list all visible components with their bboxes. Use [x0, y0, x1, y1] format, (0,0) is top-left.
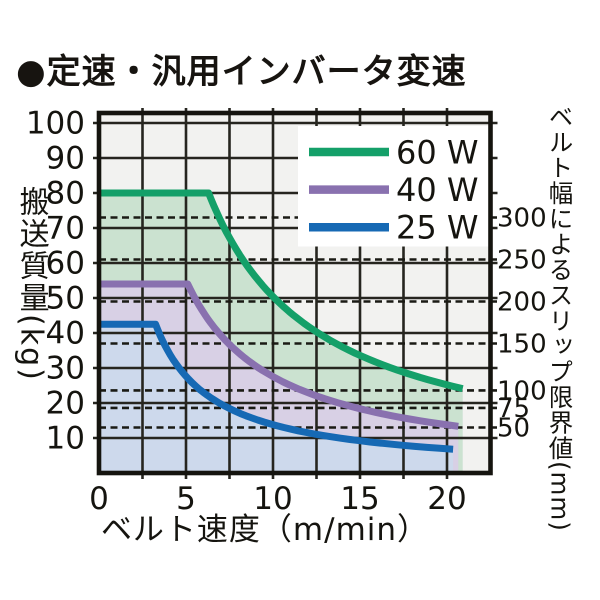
series-area-25w [99, 324, 454, 473]
x-tick-label: 20 [427, 481, 466, 517]
y-axis-label-right-text: ベルト幅によるスリップ限界値 [545, 104, 575, 461]
series-curve-40w [99, 280, 459, 430]
x-tick-label: 15 [340, 481, 379, 517]
legend-label-25w: 25 W [396, 209, 479, 247]
x-tick-label: 10 [253, 481, 292, 517]
slip-limit-label: 200 [497, 288, 547, 318]
x-tick-label: 0 [89, 481, 109, 517]
y-axis-label-left-text: 搬送質量 [13, 186, 49, 314]
y-tick-label: 40 [46, 316, 85, 352]
y-tick-label: 30 [46, 351, 85, 387]
chart-title: ●定速・汎用インバータ変速 [16, 52, 467, 92]
legend-label-60w: 60 W [396, 134, 479, 172]
y-tick-label: 60 [46, 246, 85, 282]
y-axis-label-right-unit: (mm) [545, 461, 575, 532]
y-tick-label: 70 [46, 211, 85, 247]
slip-limit-label: 250 [497, 246, 547, 276]
y-axis-label-left-unit: (kg) [13, 314, 49, 382]
y-axis-label-right: ベルト幅によるスリップ限界値(mm) [545, 104, 575, 532]
y-tick-label: 20 [46, 386, 85, 422]
y-axis-label-left: 搬送質量(kg) [13, 186, 49, 382]
y-tick-label: 90 [46, 141, 85, 177]
slip-limit-label: 50 [497, 414, 530, 444]
legend-label-40w: 40 W [396, 171, 479, 209]
y-tick-label: 10 [46, 421, 85, 457]
slip-limit-label: 75 [497, 394, 530, 424]
slip-limit-label: 300 [497, 204, 547, 234]
x-axis-label: ベルト速度（m/min） [100, 512, 430, 548]
y-tick-label: 50 [46, 281, 85, 317]
x-tick-label: 5 [176, 481, 196, 517]
slip-limit-label: 100 [497, 376, 547, 406]
y-tick-label: 100 [26, 106, 85, 142]
plot-border [96, 110, 493, 476]
series-curve-60w [99, 189, 464, 393]
slip-limit-label: 150 [497, 330, 547, 360]
y-tick-label: 80 [46, 176, 85, 212]
series-curve-25w [99, 320, 454, 453]
